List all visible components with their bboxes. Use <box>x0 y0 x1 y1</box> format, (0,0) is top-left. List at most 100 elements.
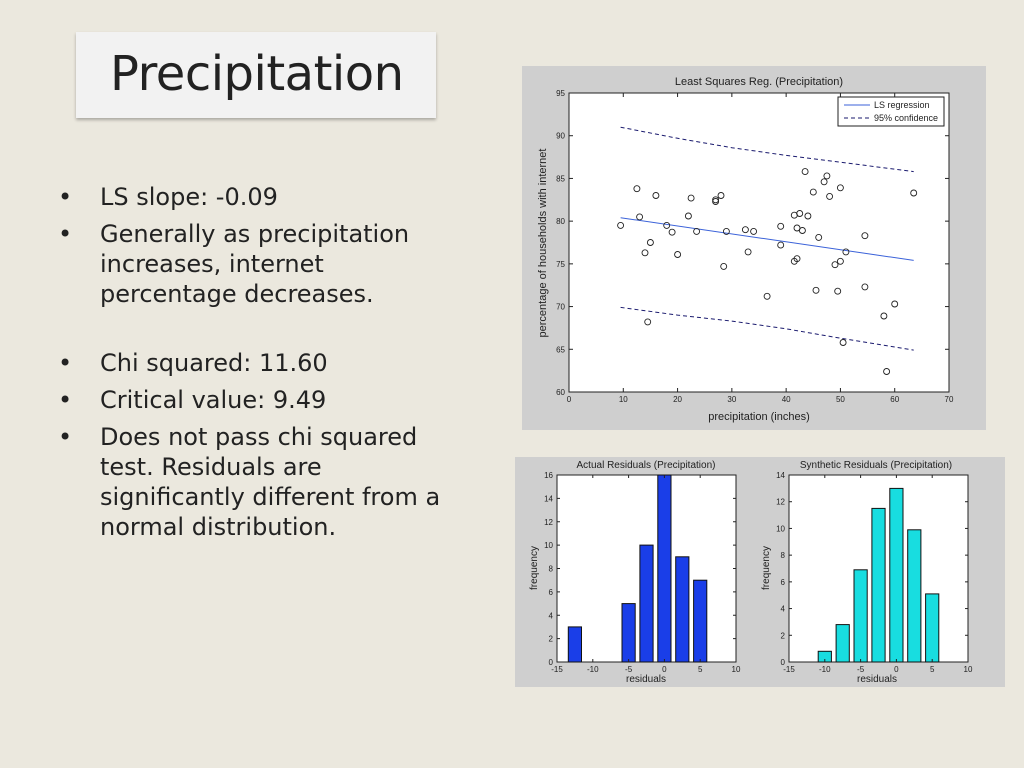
scatter-point <box>633 185 641 193</box>
y-tick-label: 14 <box>776 471 785 480</box>
y-tick-label: 4 <box>781 605 786 614</box>
y-tick-label: 4 <box>549 611 554 620</box>
bullet-item: • Generally as precipitation increases, i… <box>58 219 458 309</box>
y-tick-label: 80 <box>556 217 565 226</box>
scatter-point <box>750 227 758 235</box>
histogram-bar <box>693 579 708 663</box>
scatter-point <box>646 239 654 246</box>
bullet-text: Generally as precipitation increases, in… <box>100 220 410 308</box>
slide-title-box: Precipitation <box>76 32 436 118</box>
scatter-point <box>820 178 828 186</box>
y-tick-label: 0 <box>549 658 554 667</box>
legend-confidence-label: 95% confidence <box>874 113 938 123</box>
scatter-point <box>744 248 752 256</box>
histogram-bar <box>925 593 940 663</box>
scatter-point <box>652 192 660 199</box>
histogram-bar <box>675 556 690 663</box>
plot-area <box>568 92 950 393</box>
actual-residuals-histogram: Actual Residuals (Precipitation) residua… <box>529 460 741 685</box>
x-tick-label: -15 <box>551 665 563 674</box>
x-tick-label: 30 <box>727 395 736 404</box>
x-tick-label: 0 <box>662 665 667 674</box>
chart-title: Synthetic Residuals (Precipitation) <box>800 460 952 471</box>
x-tick-label: 10 <box>619 395 628 404</box>
scatter-point <box>720 262 728 270</box>
scatter-point <box>891 300 899 308</box>
scatter-point <box>826 192 834 200</box>
x-tick-label: -15 <box>783 665 795 674</box>
bullet-item: • Chi squared: 11.60 <box>58 348 458 378</box>
scatter-point <box>836 184 844 192</box>
bullet-item: • Critical value: 9.49 <box>58 385 458 415</box>
y-tick-label: 14 <box>544 494 553 503</box>
bullet-text: LS slope: -0.09 <box>100 183 278 211</box>
x-tick-label: 10 <box>964 665 973 674</box>
y-axis-label: frequency <box>761 546 772 590</box>
x-tick-label: 0 <box>894 665 899 674</box>
x-tick-label: -10 <box>587 665 599 674</box>
scatter-point <box>796 210 804 217</box>
x-tick-label: 10 <box>732 665 741 674</box>
x-axis-label: precipitation (inches) <box>708 411 810 423</box>
scatter-point <box>644 318 652 326</box>
x-tick-label: -10 <box>819 665 831 674</box>
scatter-point <box>793 255 801 263</box>
bullet-item: • LS slope: -0.09 <box>58 182 458 212</box>
scatter-point <box>834 287 842 295</box>
y-tick-label: 2 <box>549 635 554 644</box>
x-tick-label: 0 <box>567 395 572 404</box>
scatter-point <box>842 248 850 256</box>
scatter-point <box>763 292 771 300</box>
scatter-point <box>812 286 820 294</box>
scatter-point <box>839 339 847 346</box>
scatter-point <box>831 261 839 269</box>
scatter-point <box>883 368 891 375</box>
scatter-point <box>663 221 671 229</box>
slide-title: Precipitation <box>110 46 404 102</box>
scatter-point <box>617 221 625 229</box>
y-tick-label: 65 <box>556 345 565 354</box>
scatter-point <box>674 251 682 258</box>
x-tick-label: -5 <box>625 665 633 674</box>
bullet-icon: • <box>58 386 73 414</box>
y-tick-label: 8 <box>781 551 786 560</box>
bullet-item: • Does not pass chi squared test. Residua… <box>58 422 458 542</box>
histogram-bar <box>835 624 850 663</box>
y-tick-label: 6 <box>549 588 554 597</box>
y-tick-label: 6 <box>781 578 786 587</box>
synthetic-residuals-histogram: Synthetic Residuals (Precipitation) resi… <box>761 460 973 685</box>
scatter-point <box>836 257 844 265</box>
bullet-list: • LS slope: -0.09 • Generally as precipita… <box>58 182 458 549</box>
y-axis-label: frequency <box>529 546 540 590</box>
x-tick-label: 40 <box>782 395 791 404</box>
scatter-point <box>777 241 785 249</box>
scatter-point <box>712 198 720 205</box>
bullet-text: Critical value: 9.49 <box>100 386 327 414</box>
y-axis-label: percentage of households with internet <box>537 149 549 338</box>
histogram-bar <box>907 529 922 663</box>
x-tick-label: 60 <box>890 395 899 404</box>
confidence-lower-line <box>620 306 914 351</box>
scatter-point <box>722 227 730 235</box>
y-tick-label: 60 <box>556 388 565 397</box>
x-tick-label: 5 <box>698 665 703 674</box>
scatter-point <box>809 188 817 196</box>
y-tick-label: 2 <box>781 631 786 640</box>
scatter-chart: Least Squares Reg. (Precipitation) preci… <box>522 66 986 430</box>
bullet-text: Does not pass chi squared test. Residual… <box>100 423 441 541</box>
bullet-icon: • <box>58 423 73 451</box>
scatter-point <box>777 222 785 230</box>
y-tick-label: 90 <box>556 132 565 141</box>
y-tick-label: 0 <box>781 658 786 667</box>
bullet-icon: • <box>58 183 73 211</box>
confidence-upper-line <box>620 126 914 173</box>
scatter-point <box>687 194 695 202</box>
bullet-icon: • <box>58 220 73 248</box>
scatter-point <box>636 213 644 221</box>
legend-box <box>837 96 945 127</box>
x-tick-label: 70 <box>945 395 954 404</box>
y-tick-label: 12 <box>776 498 785 507</box>
legend: LS regression 95% confidence <box>837 96 945 127</box>
histogram-bar <box>889 487 904 663</box>
scatter-point <box>741 226 749 234</box>
